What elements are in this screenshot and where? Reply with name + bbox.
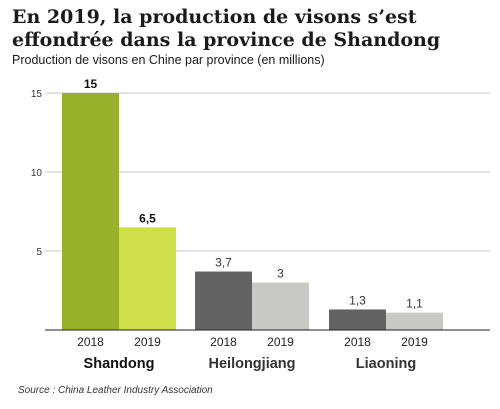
x-tick-label: 2018: [77, 335, 104, 349]
x-tick-label: 2019: [401, 335, 428, 349]
bar-value-label: 1,3: [349, 293, 366, 307]
bar: [252, 282, 309, 330]
source-note: Source : China Leather Industry Associat…: [18, 385, 213, 396]
bar: [195, 271, 252, 330]
bar: [329, 309, 386, 330]
bar-value-label: 15: [84, 77, 98, 91]
x-tick-label: 2019: [267, 335, 294, 349]
x-tick-label: 2018: [210, 335, 237, 349]
group-label: Heilongjiang: [209, 356, 296, 372]
bar: [119, 227, 176, 330]
group-label: Liaoning: [356, 356, 416, 372]
chart-title: En 2019, la production de visons s’est e…: [12, 6, 441, 51]
bar-value-label: 3: [277, 267, 284, 281]
bar-value-label: 6,5: [139, 211, 156, 225]
x-tick-label: 2018: [344, 335, 371, 349]
x-tick-label: 2019: [134, 335, 161, 349]
bar: [386, 312, 443, 330]
chart-subtitle: Production de visons en Chine par provin…: [12, 53, 325, 67]
y-tick-label: 10: [31, 168, 43, 179]
bar: [62, 93, 119, 330]
bar-value-label: 1,1: [406, 297, 423, 311]
group-label: Shandong: [84, 356, 155, 372]
bar-value-label: 3,7: [215, 256, 232, 270]
y-tick-label: 15: [31, 89, 43, 100]
y-tick-label: 5: [36, 247, 42, 258]
